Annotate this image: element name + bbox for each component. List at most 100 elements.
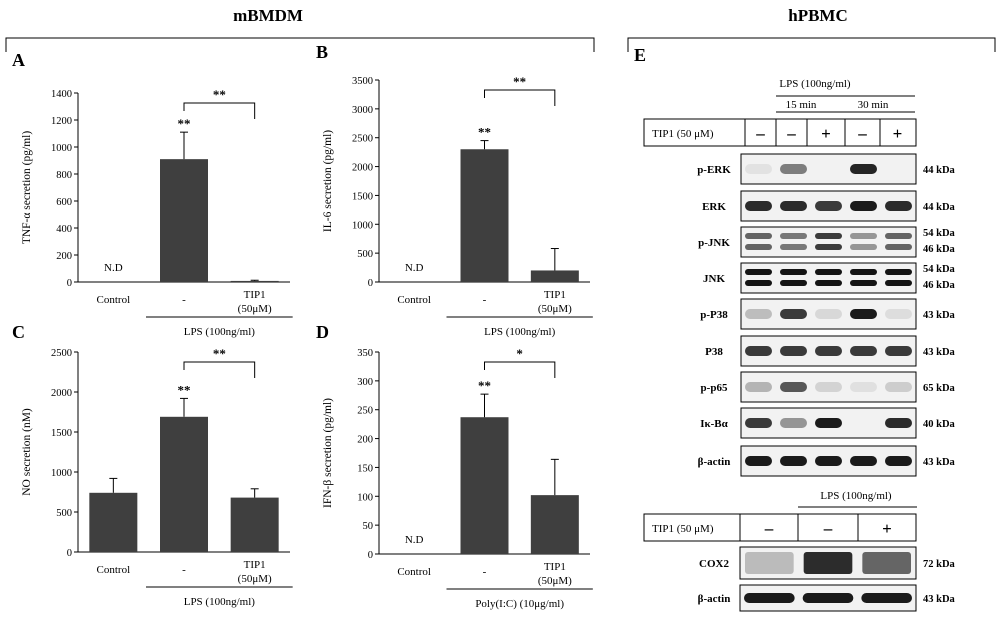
comparison-bracket (183, 102, 256, 119)
bar (460, 149, 509, 282)
category-label-line: (50μM) (238, 573, 272, 585)
chart-panel-A: A 0 200 400 600 800 1000 1200 1400 TNF-α secretio… (12, 50, 293, 338)
bracket-significance: ** (213, 346, 226, 361)
category-label-line: (50μM) (538, 303, 572, 315)
kda-label: 72 kDa (923, 559, 956, 570)
y-axis-label: IL-6 secretion (pg/ml) (322, 130, 334, 232)
category-label: Control (97, 564, 131, 576)
blot-bottom-row-0: COX2 72 kDa (699, 546, 956, 580)
y-tick-label: 1000 (51, 468, 72, 479)
category-label: Control (397, 294, 431, 306)
y-tick-label: 500 (56, 508, 72, 519)
kda-label: 44 kDa (923, 202, 956, 213)
band (780, 382, 807, 392)
blot-row-8: β-actin 43 kDa (698, 445, 956, 477)
y-tick-label: 1500 (352, 191, 373, 202)
category-label: Control (97, 294, 131, 306)
comparison-bracket (484, 89, 556, 106)
band (885, 233, 912, 239)
band (780, 418, 807, 428)
band (745, 269, 772, 275)
kda-label: 43 kDa (923, 594, 956, 605)
bracket-significance: * (516, 346, 523, 361)
blot-row-2: p-JNK 54 kDa 46 kDa (698, 226, 956, 258)
band (780, 244, 807, 250)
time-label: 30 min (858, 99, 889, 111)
band (815, 346, 842, 356)
band (850, 269, 877, 275)
blot-row-6: p-p65 65 kDa (701, 371, 956, 403)
band (850, 244, 877, 250)
tip1-box (643, 513, 917, 542)
header-mbmdm: mBMDM (233, 6, 303, 25)
y-tick-label: 500 (357, 249, 373, 260)
tip1-sign: + (882, 519, 892, 538)
band (850, 346, 877, 356)
category-label: - (483, 566, 487, 578)
band (745, 201, 772, 211)
blot-row-label: β-actin (698, 456, 731, 468)
blot-box (740, 298, 917, 330)
band (780, 346, 807, 356)
band (885, 280, 912, 286)
treatment-label: LPS (100ng/ml) (184, 326, 256, 338)
y-tick-label: 400 (56, 224, 72, 235)
kda-label: 43 kDa (923, 347, 956, 358)
significance-mark: ** (478, 378, 491, 393)
y-tick-label: 2000 (352, 163, 373, 174)
band (780, 269, 807, 275)
y-tick-label: 1400 (51, 89, 72, 100)
band (815, 309, 842, 319)
y-tick-label: 250 (357, 406, 373, 417)
bar (160, 416, 208, 552)
kda-label: 54 kDa (923, 228, 956, 239)
y-tick-label: 800 (56, 170, 72, 181)
y-tick-label: 3000 (352, 105, 373, 116)
panel-letter: E (634, 45, 646, 65)
band (815, 269, 842, 275)
band (745, 244, 772, 250)
band (862, 552, 911, 574)
panel-letter: D (316, 322, 329, 342)
category-label: - (182, 564, 186, 576)
band (815, 201, 842, 211)
y-tick-label: 200 (357, 435, 373, 446)
band (745, 164, 772, 174)
y-tick-label: 2000 (51, 388, 72, 399)
treatment-label: LPS (100ng/ml) (820, 490, 892, 502)
band (885, 346, 912, 356)
kda-label: 65 kDa (923, 383, 956, 394)
y-tick-label: 0 (67, 548, 72, 559)
band (850, 233, 877, 239)
category-label: - (182, 294, 186, 306)
panel-letter: C (12, 322, 25, 342)
blot-row-label: ERK (702, 201, 726, 213)
y-tick-label: 150 (357, 463, 373, 474)
tip1-sign: – (755, 124, 765, 143)
band (885, 418, 912, 428)
blot-box (740, 153, 917, 185)
blot-row-label: Iκ-Bα (700, 418, 728, 430)
y-tick-label: 200 (56, 251, 72, 262)
band (780, 164, 807, 174)
bracket-significance: ** (513, 74, 526, 89)
band (745, 418, 772, 428)
y-tick-label: 1000 (51, 143, 72, 154)
tip1-sign: + (821, 124, 831, 143)
blot-row-label: P38 (705, 346, 723, 358)
band (780, 233, 807, 239)
bar (89, 492, 138, 552)
y-tick-label: 100 (357, 492, 373, 503)
blot-row-0: p-ERK 44 kDa (697, 153, 956, 185)
panel-letter: A (12, 50, 25, 70)
bar (530, 270, 579, 282)
western-blots: E LPS (100ng/ml) 15 min 30 min TIP1 (50 μM) –… (634, 45, 956, 612)
band (780, 309, 807, 319)
bar (460, 417, 509, 554)
tip1-label: TIP1 (50 μM) (652, 523, 714, 535)
band (850, 164, 877, 174)
band (802, 593, 854, 603)
band (885, 201, 912, 211)
